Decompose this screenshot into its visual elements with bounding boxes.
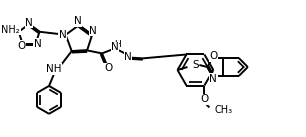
Text: O: O: [17, 41, 26, 51]
Text: O: O: [209, 51, 218, 61]
Text: NH₂: NH₂: [2, 25, 20, 35]
Text: H: H: [114, 40, 121, 49]
Text: O: O: [104, 63, 112, 73]
Text: N: N: [210, 74, 217, 84]
Text: N: N: [25, 18, 33, 28]
Text: N: N: [89, 26, 97, 36]
Text: N: N: [59, 30, 66, 40]
Text: N: N: [124, 52, 132, 62]
Text: CH₃: CH₃: [215, 105, 233, 115]
Text: S: S: [192, 60, 199, 70]
Text: N: N: [34, 39, 41, 49]
Text: O: O: [200, 95, 208, 105]
Text: N: N: [111, 42, 119, 52]
Text: NH: NH: [46, 64, 62, 74]
Text: N: N: [74, 16, 82, 26]
